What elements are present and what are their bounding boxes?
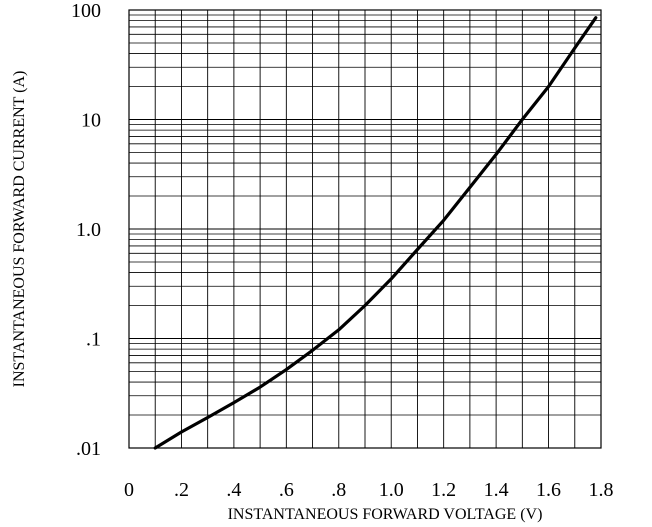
x-tick-label: .4 <box>226 479 241 501</box>
plot-frame <box>128 9 602 449</box>
y-tick-label: 10 <box>81 110 101 132</box>
x-tick-label: 0 <box>124 479 134 501</box>
x-tick-label: 1.6 <box>536 479 561 501</box>
series-line <box>153 16 598 450</box>
x-tick-label: 1.4 <box>484 479 509 501</box>
y-tick-label: 100 <box>71 0 101 22</box>
y-axis-title: INSTANTANEOUS FORWARD CURRENT (A) <box>11 71 28 388</box>
y-tick-label: 1.0 <box>76 219 101 241</box>
x-tick-label: .2 <box>174 479 189 501</box>
x-tick-label: .6 <box>279 479 294 501</box>
x-tick-label: 1.2 <box>431 479 456 501</box>
x-tick-label: 1.8 <box>589 479 614 501</box>
y-tick-label: .1 <box>86 329 101 351</box>
grid <box>129 10 601 448</box>
x-axis-title: INSTANTANEOUS FORWARD VOLTAGE (V) <box>228 506 543 523</box>
x-tick-label: .8 <box>331 479 346 501</box>
x-tick-label: 1.0 <box>379 479 404 501</box>
tick-labels: 0 .2 .4 .6 .8 1.0 1.2 1.4 1.6 1.8 100 10 1.0 .1 .01 <box>71 0 614 501</box>
y-tick-label: .01 <box>76 438 101 460</box>
